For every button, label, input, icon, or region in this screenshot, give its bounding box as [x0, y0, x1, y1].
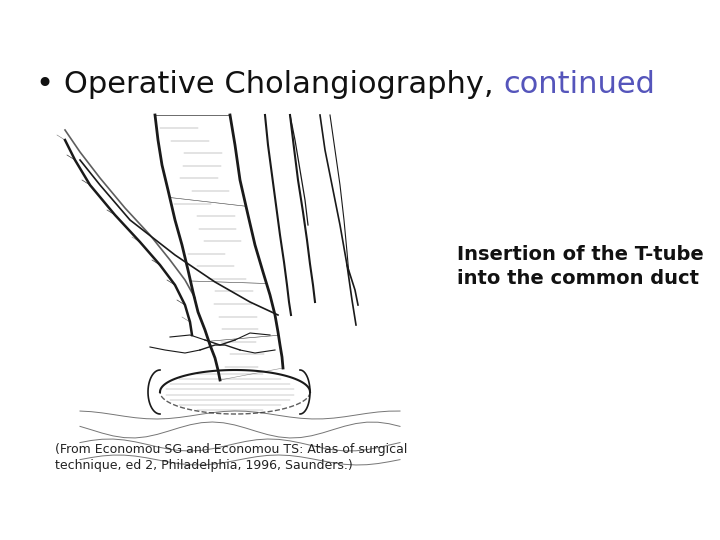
Text: continued: continued — [503, 70, 655, 99]
Text: • Operative Cholangiography,: • Operative Cholangiography, — [36, 70, 503, 99]
Text: (From Economou SG and Economou TS: Atlas of surgical
technique, ed 2, Philadelph: (From Economou SG and Economou TS: Atlas… — [55, 443, 408, 472]
Text: Insertion of the T-tube
into the common duct: Insertion of the T-tube into the common … — [457, 245, 703, 288]
